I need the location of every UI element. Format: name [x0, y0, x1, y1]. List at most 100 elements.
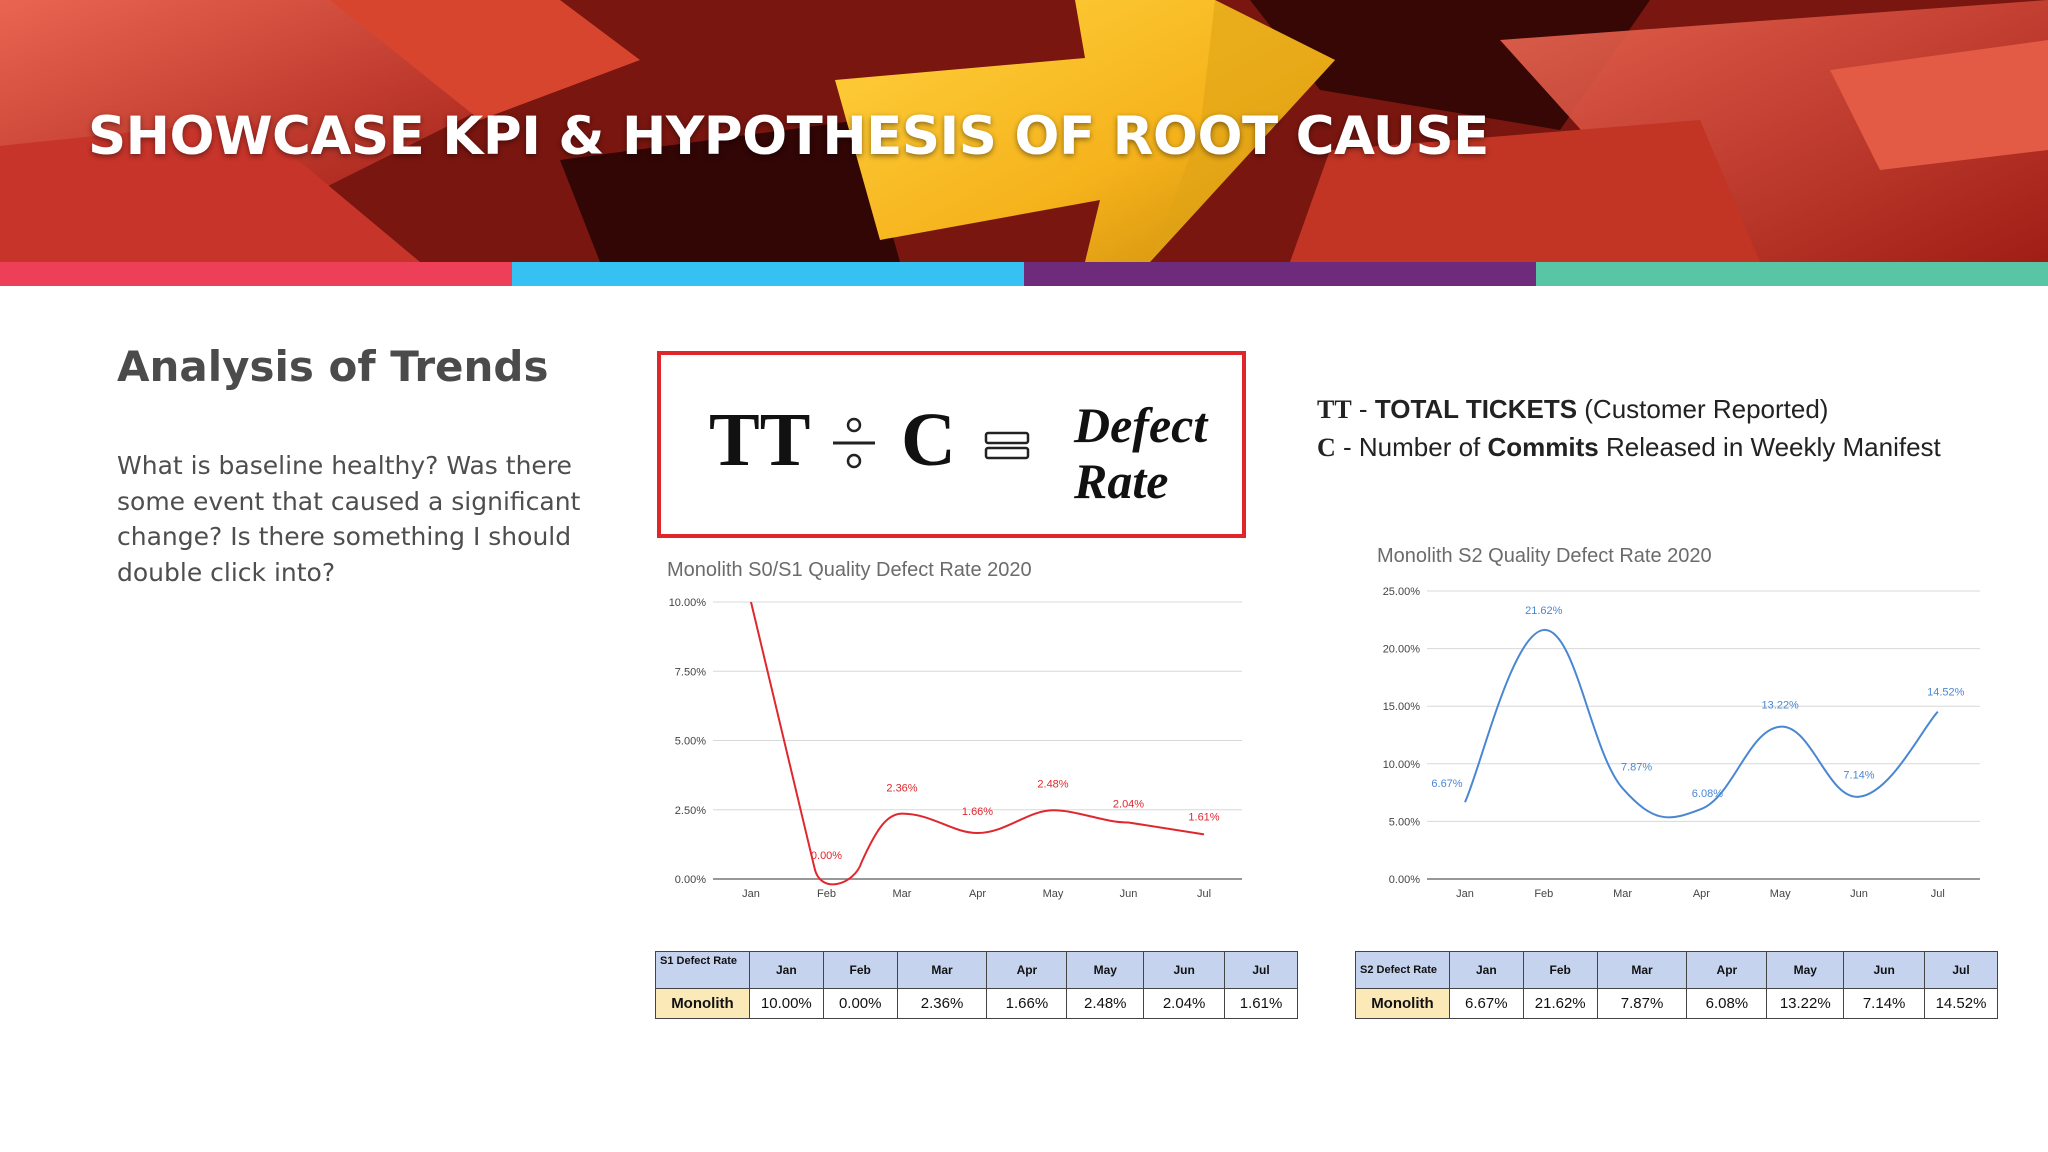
- table-header-month: Jan: [1448, 951, 1524, 989]
- data-label: 7.14%: [1843, 770, 1874, 782]
- data-label: 6.67%: [1431, 778, 1462, 790]
- arrows-background-image: [0, 0, 2048, 262]
- y-tick-label: 10.00%: [669, 597, 707, 609]
- y-tick-label: 10.00%: [1383, 759, 1421, 771]
- x-tick-label: Apr: [1693, 888, 1710, 900]
- data-label: 1.61%: [1188, 811, 1219, 823]
- formula-result-line1: Defect: [1074, 397, 1208, 453]
- table-cell: 2.04%: [1143, 988, 1226, 1019]
- x-tick-label: Feb: [817, 888, 836, 900]
- legend-tt-bold: TOTAL TICKETS: [1374, 394, 1578, 424]
- formula-c: C: [901, 398, 956, 482]
- table-cell: 7.14%: [1843, 988, 1926, 1019]
- table-header-label: S2 Defect Rate: [1355, 951, 1450, 989]
- table-header-month: Jul: [1224, 951, 1298, 989]
- table-header-month: Feb: [822, 951, 898, 989]
- x-tick-label: Jun: [1850, 888, 1868, 900]
- s1-defect-table: S1 Defect Rate Jan Feb Mar Apr May Jun J…: [655, 951, 1298, 1019]
- table-row-name: Monolith: [655, 988, 750, 1019]
- x-tick-label: Jan: [1456, 888, 1474, 900]
- x-tick-label: Jul: [1931, 888, 1945, 900]
- s2-defect-table: S2 Defect Rate Jan Feb Mar Apr May Jun J…: [1355, 951, 1998, 1019]
- table-header-month: Jun: [1143, 951, 1226, 989]
- table-cell: 2.48%: [1066, 988, 1145, 1019]
- table-cell: 14.52%: [1924, 988, 1998, 1019]
- table-cell: 2.36%: [896, 988, 988, 1019]
- y-tick-label: 25.00%: [1383, 586, 1421, 598]
- table-cell: 10.00%: [748, 988, 824, 1019]
- legend-tt: TT - TOTAL TICKETS (Customer Reported): [1317, 394, 1828, 425]
- table-cell: 6.67%: [1448, 988, 1524, 1019]
- table-row-name: Monolith: [1355, 988, 1450, 1019]
- x-tick-label: May: [1770, 888, 1791, 900]
- x-tick-label: May: [1043, 888, 1064, 900]
- table-cell: 21.62%: [1522, 988, 1598, 1019]
- formula-result-line2: Rate: [1074, 453, 1169, 509]
- table-cell: 1.66%: [986, 988, 1068, 1019]
- chart2-title: Monolith S2 Quality Defect Rate 2020: [1377, 545, 1712, 567]
- equals-icon: [984, 431, 1030, 460]
- data-label: 21.62%: [1525, 605, 1563, 617]
- table-header-month: Mar: [1596, 951, 1688, 989]
- chart1-title: Monolith S0/S1 Quality Defect Rate 2020: [667, 559, 1032, 581]
- table-header-month: Feb: [1522, 951, 1598, 989]
- table-cell: 0.00%: [822, 988, 898, 1019]
- legend-c: C - Number of Commits Released in Weekly…: [1317, 432, 1941, 463]
- data-label: 2.48%: [1037, 778, 1068, 790]
- series-line: [750, 601, 1205, 886]
- legend-c-symbol: C: [1317, 433, 1336, 462]
- x-tick-label: Jan: [742, 888, 760, 900]
- table-header-month: May: [1766, 951, 1845, 989]
- series-line: [1464, 628, 1939, 819]
- legend-c-rest: Released in Weekly Manifest: [1598, 432, 1941, 462]
- table-header-label: S1 Defect Rate: [655, 951, 750, 989]
- y-tick-label: 20.00%: [1383, 644, 1421, 656]
- page-title: SHOWCASE KPI & HYPOTHESIS OF ROOT CAUSE: [88, 106, 1489, 167]
- section-body-text: What is baseline healthy? Was there some…: [117, 451, 581, 587]
- data-label: 2.04%: [1113, 798, 1144, 810]
- table-header-month: Jun: [1843, 951, 1926, 989]
- legend-tt-symbol: TT: [1317, 395, 1352, 424]
- data-label: 7.87%: [1621, 761, 1652, 773]
- table-header-month: Jan: [748, 951, 824, 989]
- table-row: Monolith 10.00% 0.00% 2.36% 1.66% 2.48% …: [655, 988, 1298, 1019]
- x-tick-label: Mar: [893, 888, 912, 900]
- formula-box: TT C Defect Rate: [657, 351, 1246, 538]
- y-tick-label: 2.50%: [675, 805, 706, 817]
- table-header-month: Apr: [986, 951, 1068, 989]
- color-strip: [0, 262, 2048, 286]
- section-heading: Analysis of Trends: [117, 342, 549, 391]
- strip-segment-blue: [512, 262, 1024, 286]
- y-tick-label: 0.00%: [675, 874, 706, 886]
- table-header-row: S2 Defect Rate Jan Feb Mar Apr May Jun J…: [1355, 951, 1998, 989]
- data-label: 14.52%: [1927, 687, 1965, 699]
- strip-segment-green: [1536, 262, 2048, 286]
- strip-segment-purple: [1024, 262, 1536, 286]
- legend-c-bold: Commits: [1487, 432, 1599, 462]
- y-tick-label: 5.00%: [1389, 816, 1420, 828]
- table-cell: 13.22%: [1766, 988, 1845, 1019]
- formula-tt: TT: [709, 398, 811, 482]
- data-label: 6.08%: [1692, 788, 1723, 800]
- header-banner: SHOWCASE KPI & HYPOTHESIS OF ROOT CAUSE: [0, 0, 2048, 262]
- y-tick-label: 0.00%: [1389, 874, 1420, 886]
- legend-c-prefix: - Number of: [1335, 432, 1488, 462]
- data-label: 1.66%: [962, 806, 993, 818]
- y-tick-label: 5.00%: [675, 736, 706, 748]
- table-cell: 1.61%: [1224, 988, 1298, 1019]
- legend-tt-prefix: -: [1358, 394, 1375, 424]
- divide-icon: [833, 417, 875, 469]
- table-header-row: S1 Defect Rate Jan Feb Mar Apr May Jun J…: [655, 951, 1298, 989]
- y-tick-label: 15.00%: [1383, 701, 1421, 713]
- table-cell: 6.08%: [1686, 988, 1768, 1019]
- formula-result: Defect Rate: [1074, 397, 1207, 509]
- data-label: 2.36%: [886, 783, 917, 795]
- strip-segment-red: [0, 262, 512, 286]
- x-tick-label: Feb: [1534, 888, 1553, 900]
- data-label: 0.00%: [811, 850, 842, 862]
- x-tick-label: Jul: [1197, 888, 1211, 900]
- legend-tt-rest: (Customer Reported): [1577, 394, 1829, 424]
- x-tick-label: Apr: [969, 888, 986, 900]
